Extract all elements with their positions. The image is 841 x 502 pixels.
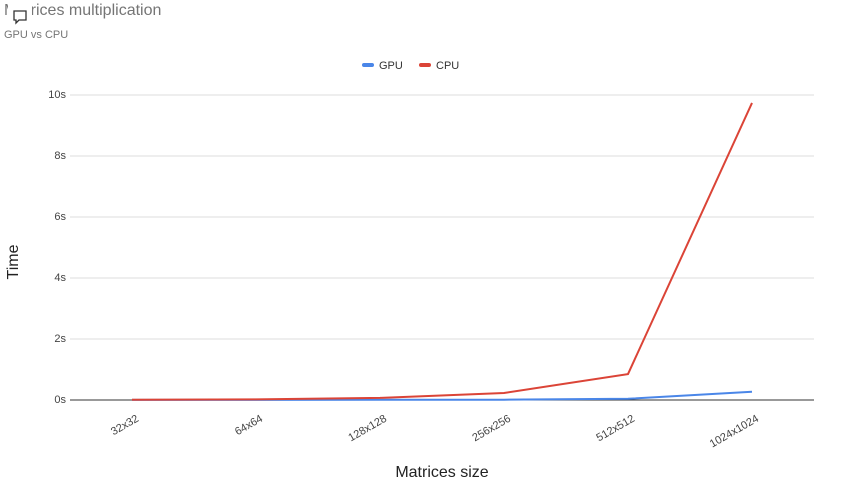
x-tick-label: 512x512 [594,413,637,445]
x-tick-label: 1024x1024 [708,413,761,451]
y-tick-label: 10s [48,89,66,101]
y-tick-label: 6s [54,211,66,223]
legend-label: GPU [379,60,403,72]
y-tick-label: 0s [54,394,66,406]
y-tick-label: 4s [54,272,66,284]
x-tick-label: 256x256 [470,413,513,445]
y-tick-label: 2s [54,333,66,345]
chart-title: Matrices multiplication [4,2,161,19]
chart-subtitle: GPU vs CPU [4,29,68,41]
y-tick-label: 8s [54,150,66,162]
x-tick-label: 32x32 [109,413,141,438]
legend-swatch [362,63,374,67]
legend-label: CPU [436,60,459,72]
x-tick-label: 64x64 [233,413,265,438]
x-tick-label: 128x128 [346,413,389,445]
legend-swatch [419,63,431,67]
series-line [131,102,753,401]
y-axis-label: Time [5,244,22,279]
comment-icon[interactable] [8,3,32,29]
x-axis-label: Matrices size [395,464,488,481]
